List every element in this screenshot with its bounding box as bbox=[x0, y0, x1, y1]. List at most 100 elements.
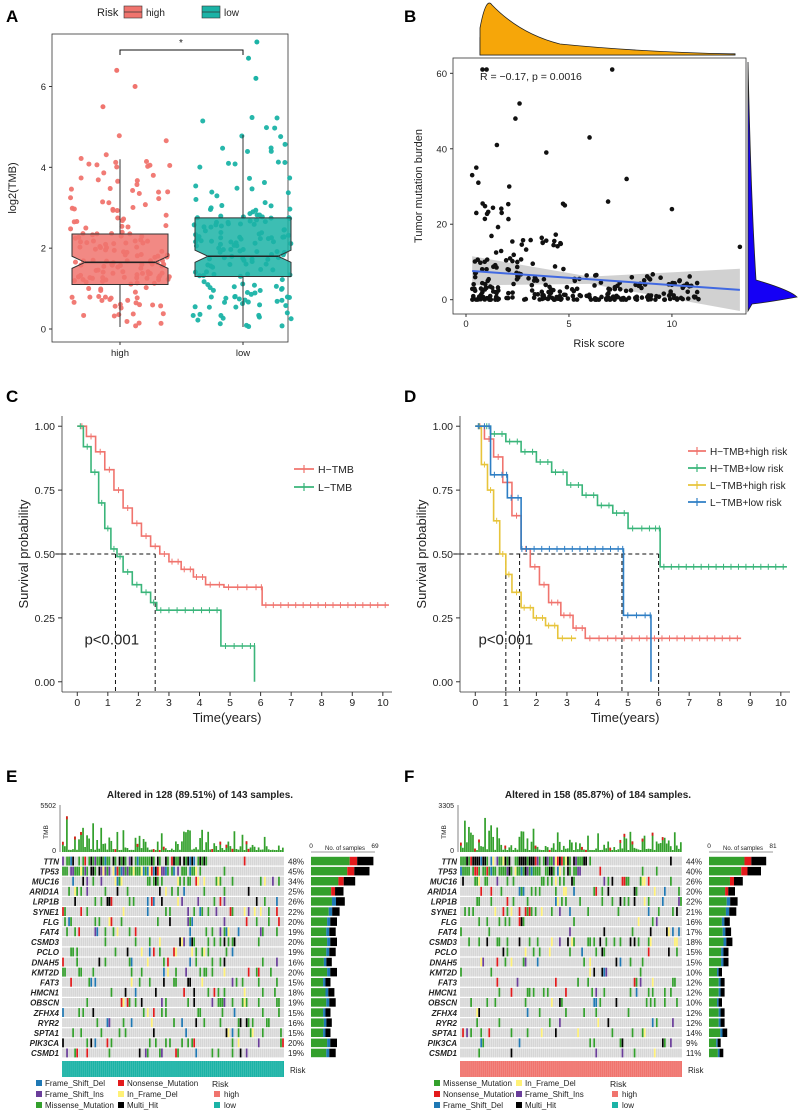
cell-empty bbox=[663, 897, 666, 906]
cell-empty bbox=[90, 886, 93, 896]
cell-mutation bbox=[494, 866, 497, 876]
cell-mutation bbox=[647, 897, 650, 906]
cell-mutation bbox=[257, 967, 260, 977]
data-point bbox=[231, 284, 237, 290]
cell-empty bbox=[209, 866, 212, 876]
cell-empty bbox=[70, 886, 72, 896]
cell-empty bbox=[62, 977, 64, 987]
cell-mutation bbox=[237, 1038, 240, 1048]
cell-empty bbox=[102, 927, 105, 937]
cell-empty bbox=[597, 856, 600, 866]
cell-mutation bbox=[165, 886, 167, 896]
cell-mutation bbox=[678, 886, 680, 896]
tmb-bar bbox=[560, 849, 563, 852]
cell-empty bbox=[98, 1028, 101, 1038]
cell-empty bbox=[161, 917, 163, 927]
tmb-bar bbox=[195, 847, 197, 852]
data-point bbox=[214, 193, 220, 199]
cell-empty bbox=[597, 907, 600, 916]
data-point bbox=[472, 274, 478, 280]
tmb-bar-segment bbox=[158, 849, 161, 852]
cell-empty bbox=[169, 1028, 171, 1038]
data-point bbox=[658, 275, 663, 281]
cell-empty bbox=[223, 1008, 226, 1017]
cell-empty bbox=[80, 856, 83, 866]
tmb-bar bbox=[217, 849, 220, 852]
cell-empty bbox=[130, 907, 133, 916]
cell-mutation bbox=[259, 927, 262, 937]
cell-empty bbox=[136, 1028, 139, 1038]
y-tick-label: 0.00 bbox=[35, 677, 56, 689]
cell-empty bbox=[472, 886, 474, 896]
cell-empty bbox=[74, 856, 76, 866]
cell-mutation bbox=[540, 907, 543, 916]
cell-empty bbox=[154, 957, 157, 967]
cell-mutation bbox=[64, 907, 66, 916]
cell-mutation bbox=[193, 907, 196, 916]
cell-empty bbox=[68, 957, 70, 967]
cell-empty bbox=[257, 876, 260, 886]
side-bar-segment bbox=[323, 957, 327, 967]
cell-empty bbox=[205, 987, 208, 997]
cell-mutation bbox=[478, 876, 481, 886]
cell-empty bbox=[175, 917, 177, 927]
cell-empty bbox=[66, 967, 68, 977]
tmb-bar-segment bbox=[66, 816, 68, 820]
cell-empty bbox=[199, 1018, 202, 1028]
data-point bbox=[145, 163, 151, 169]
data-point bbox=[641, 278, 647, 283]
cell-mutation bbox=[205, 927, 208, 937]
cell-empty bbox=[259, 1028, 262, 1038]
cell-empty bbox=[460, 876, 462, 886]
cell-empty bbox=[177, 987, 179, 997]
cell-mutation bbox=[223, 967, 226, 977]
cell-empty bbox=[179, 967, 181, 977]
cell-empty bbox=[199, 957, 202, 967]
cell-mutation bbox=[108, 1048, 111, 1058]
cell-mutation bbox=[90, 866, 93, 876]
panel-letter-c: C bbox=[6, 387, 18, 406]
tmb-bar bbox=[273, 849, 276, 852]
cell-empty bbox=[157, 1028, 159, 1038]
cell-empty bbox=[126, 937, 129, 947]
cell-empty bbox=[181, 927, 183, 937]
legend-swatch bbox=[36, 1102, 42, 1108]
cell-empty bbox=[237, 977, 240, 987]
cell-empty bbox=[88, 917, 91, 927]
tmb-bar bbox=[235, 848, 238, 852]
tmb-bar bbox=[154, 849, 157, 852]
data-point bbox=[113, 159, 119, 165]
cell-mutation bbox=[104, 957, 107, 967]
cell-empty bbox=[249, 1008, 252, 1017]
cell-mutation bbox=[148, 947, 151, 957]
cell-empty bbox=[140, 927, 143, 937]
cell-empty bbox=[496, 886, 499, 896]
cell-empty bbox=[154, 927, 157, 937]
cell-empty bbox=[207, 897, 210, 906]
cell-empty bbox=[263, 957, 266, 967]
cell-empty bbox=[205, 1028, 208, 1038]
cell-mutation bbox=[161, 866, 163, 876]
cell-mutation bbox=[247, 1018, 250, 1028]
cell-empty bbox=[470, 886, 472, 896]
cell-empty bbox=[114, 967, 117, 977]
cell-empty bbox=[575, 907, 577, 916]
cell-empty bbox=[148, 967, 151, 977]
cell-mutation bbox=[468, 907, 470, 916]
cell-mutation bbox=[534, 866, 537, 876]
cell-empty bbox=[512, 856, 515, 866]
cell-empty bbox=[488, 856, 491, 866]
tmb-bar-segment bbox=[247, 848, 250, 852]
cell-empty bbox=[195, 1038, 198, 1048]
cell-empty bbox=[659, 866, 662, 876]
cell-empty bbox=[201, 957, 204, 967]
cell-empty bbox=[132, 856, 135, 866]
cell-mutation bbox=[589, 856, 592, 866]
cell-empty bbox=[98, 998, 101, 1007]
cell-empty bbox=[597, 897, 600, 906]
cell-empty bbox=[239, 856, 242, 866]
cell-empty bbox=[603, 856, 606, 866]
cell-empty bbox=[185, 947, 187, 957]
cell-mutation bbox=[255, 897, 258, 906]
